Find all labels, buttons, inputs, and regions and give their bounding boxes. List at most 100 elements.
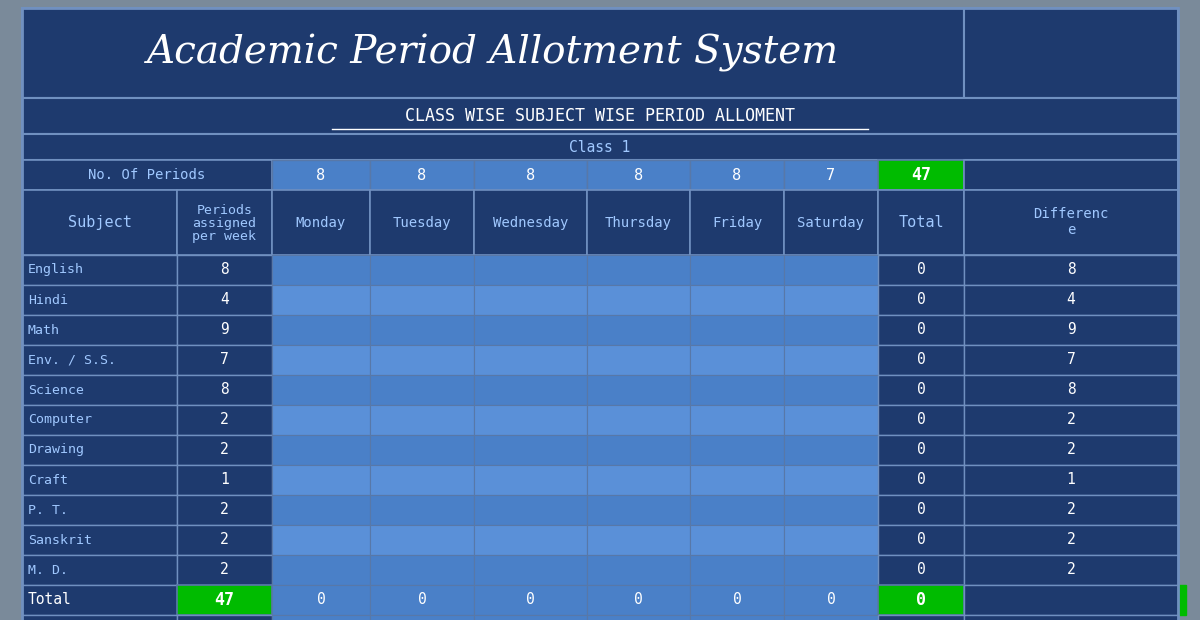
Bar: [178, 285, 272, 315]
Bar: [178, 345, 272, 375]
Bar: [474, 435, 587, 465]
Bar: [370, 585, 474, 615]
Text: 7: 7: [220, 353, 229, 368]
Text: 8: 8: [1067, 383, 1075, 397]
Text: 0: 0: [917, 293, 925, 308]
Bar: [784, 315, 878, 345]
Bar: [784, 255, 878, 285]
Text: 2: 2: [1067, 562, 1075, 577]
Bar: [878, 405, 881, 411]
Text: 4: 4: [1067, 293, 1075, 308]
Bar: [22, 615, 178, 620]
Bar: [22, 345, 178, 375]
Text: 8: 8: [317, 167, 325, 182]
Bar: [178, 495, 272, 525]
Bar: [474, 615, 587, 620]
Bar: [878, 585, 964, 615]
Bar: [272, 160, 370, 190]
Text: 0: 0: [917, 383, 925, 397]
Bar: [474, 315, 587, 345]
Bar: [878, 285, 964, 315]
Bar: [370, 555, 474, 585]
Text: 8: 8: [526, 167, 535, 182]
Text: Tuesday: Tuesday: [392, 216, 451, 229]
Bar: [784, 615, 878, 620]
Bar: [370, 255, 474, 285]
Text: Science: Science: [28, 384, 84, 397]
Bar: [474, 405, 587, 435]
Bar: [22, 405, 178, 435]
Text: 4: 4: [220, 293, 229, 308]
Bar: [1178, 585, 1186, 615]
Bar: [878, 495, 964, 525]
Bar: [22, 134, 1178, 160]
Bar: [690, 525, 784, 555]
Bar: [690, 555, 784, 585]
Bar: [878, 435, 964, 465]
Bar: [690, 190, 784, 255]
Text: assigned: assigned: [192, 217, 257, 230]
Bar: [690, 255, 784, 285]
Bar: [370, 495, 474, 525]
Text: Env. / S.S.: Env. / S.S.: [28, 353, 116, 366]
Bar: [272, 615, 370, 620]
Bar: [272, 555, 370, 585]
Bar: [474, 285, 587, 315]
Bar: [784, 555, 878, 585]
Bar: [22, 495, 178, 525]
Text: 7: 7: [827, 167, 835, 182]
Bar: [272, 495, 370, 525]
Bar: [370, 615, 474, 620]
Bar: [878, 555, 964, 585]
Bar: [878, 375, 964, 405]
Bar: [272, 465, 370, 495]
Text: Wednesday: Wednesday: [493, 216, 568, 229]
Bar: [587, 190, 690, 255]
Bar: [784, 160, 878, 190]
Bar: [878, 345, 964, 375]
Bar: [784, 375, 878, 405]
Bar: [878, 285, 881, 291]
Bar: [878, 615, 964, 620]
Bar: [370, 465, 474, 495]
Text: Total: Total: [28, 593, 72, 608]
Text: 0: 0: [317, 593, 325, 608]
Bar: [964, 435, 1178, 465]
Bar: [22, 160, 272, 190]
Bar: [370, 160, 474, 190]
Bar: [964, 160, 1178, 190]
Text: Class 1: Class 1: [569, 140, 631, 154]
Bar: [178, 555, 272, 585]
Bar: [22, 435, 178, 465]
Bar: [690, 405, 784, 435]
Bar: [22, 585, 178, 615]
Bar: [878, 315, 881, 321]
Bar: [690, 315, 784, 345]
Bar: [272, 525, 370, 555]
Bar: [784, 525, 878, 555]
Text: 0: 0: [917, 443, 925, 458]
Bar: [178, 585, 272, 615]
Text: 8: 8: [418, 167, 426, 182]
Bar: [178, 315, 272, 345]
Text: 0: 0: [917, 322, 925, 337]
Text: Differenc: Differenc: [1033, 208, 1109, 221]
Text: 2: 2: [220, 562, 229, 577]
Bar: [587, 525, 690, 555]
Bar: [272, 285, 370, 315]
Text: Sanskrit: Sanskrit: [28, 533, 92, 546]
Bar: [587, 555, 690, 585]
Text: 2: 2: [1067, 443, 1075, 458]
Bar: [178, 525, 272, 555]
Bar: [474, 555, 587, 585]
Bar: [964, 495, 1178, 525]
Bar: [878, 525, 881, 531]
Text: 0: 0: [634, 593, 643, 608]
Bar: [587, 345, 690, 375]
Text: Saturday: Saturday: [798, 216, 864, 229]
Bar: [587, 615, 690, 620]
Bar: [784, 465, 878, 495]
Bar: [587, 375, 690, 405]
Bar: [964, 525, 1178, 555]
Bar: [22, 190, 178, 255]
